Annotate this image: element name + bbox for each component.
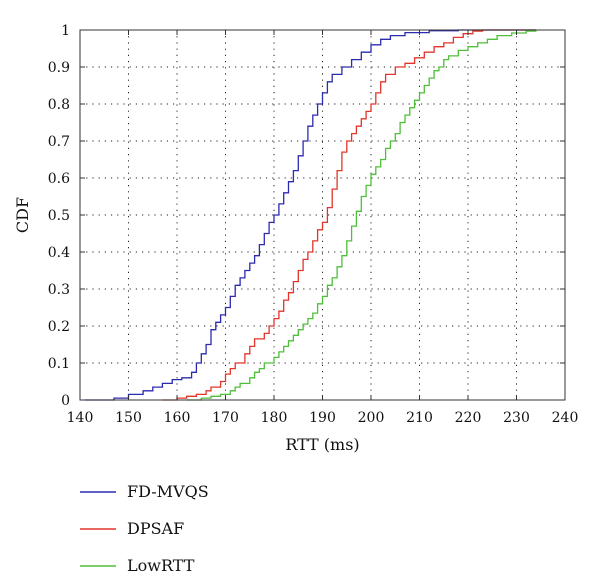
x-tick-label: 190 — [309, 410, 336, 426]
y-tick-label: 0.1 — [48, 356, 70, 372]
x-tick-label: 230 — [503, 410, 530, 426]
x-tick-label: 210 — [406, 410, 433, 426]
y-tick-label: 0.8 — [48, 97, 70, 113]
x-tick-label: 200 — [358, 410, 385, 426]
y-tick-label: 0.5 — [48, 208, 70, 224]
tick-labels: 140 150 160 170 180 190 200 210 220 230 240 0 0.1 0.2… — [48, 23, 579, 426]
y-tick-label: 0.9 — [48, 60, 70, 76]
y-tick-label: 0.6 — [48, 171, 70, 187]
series-line-dpsaf — [162, 29, 536, 401]
x-axis-label: RTT (ms) — [285, 435, 359, 454]
x-tick-label: 170 — [212, 410, 239, 426]
legend-label-fd-mvqs: FD-MVQS — [127, 482, 209, 501]
x-tick-label: 160 — [164, 410, 191, 426]
y-tick-label: 0.4 — [48, 245, 70, 261]
grid-lines — [80, 30, 565, 400]
y-axis-label: CDF — [13, 197, 32, 233]
legend: FD-MVQS DPSAF LowRTT — [80, 482, 209, 575]
series-line-lowrtt — [186, 30, 537, 401]
x-tick-label: 150 — [115, 410, 142, 426]
y-tick-label: 0.7 — [48, 134, 70, 150]
series-lines — [84, 29, 537, 401]
y-tick-label: 1 — [61, 23, 70, 39]
y-tick-label: 0.3 — [48, 282, 70, 298]
x-tick-label: 240 — [552, 410, 579, 426]
legend-label-dpsaf: DPSAF — [127, 519, 184, 538]
x-tick-label: 220 — [455, 410, 482, 426]
y-tick-label: 0 — [61, 393, 70, 409]
y-tick-label: 0.2 — [48, 319, 70, 335]
x-tick-label: 140 — [67, 410, 94, 426]
axis-ticks — [79, 29, 566, 401]
series-line-fd-mvqs — [84, 29, 536, 401]
x-tick-label: 180 — [261, 410, 288, 426]
legend-label-lowrtt: LowRTT — [127, 556, 195, 575]
